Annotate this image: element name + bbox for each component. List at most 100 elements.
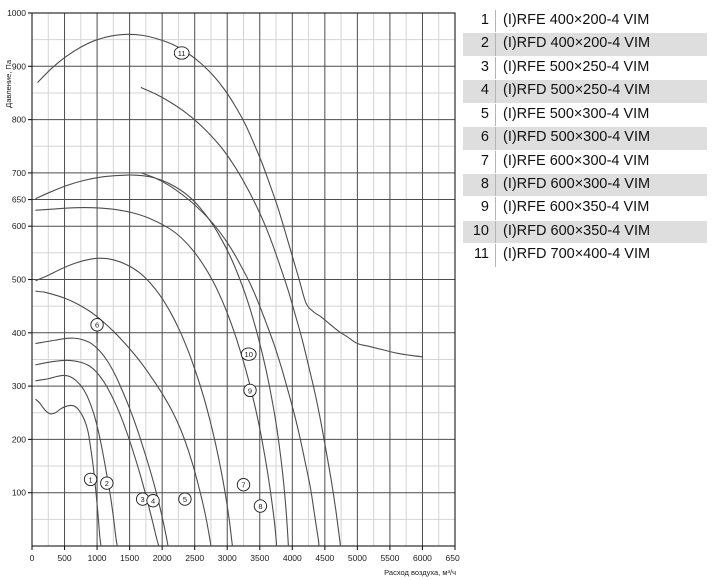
curve-7 — [35, 207, 278, 546]
legend-row: 4 (I)RFD 500×250-4 VIM — [463, 79, 707, 104]
axis-ticks — [28, 12, 456, 550]
x-tick-label: 0 — [30, 553, 35, 563]
curve-4 — [35, 337, 169, 546]
performance-curves-svg: 100 200 300 400 500 600 650 700 800 900 1000 0 500 10… — [4, 8, 460, 577]
curve-markers: 1 2 3 4 5 6 7 8 9 10 11 — [83, 46, 268, 513]
curve-marker-8: 8 — [253, 499, 268, 513]
y-tick-label: 700 — [12, 168, 26, 178]
curve-1 — [35, 398, 102, 546]
x-tick-label: 3000 — [218, 553, 237, 563]
marker-bubble — [100, 476, 114, 490]
marker-bubble — [236, 478, 251, 492]
legend-row: 3 (I)RFE 500×250-4 VIM — [463, 56, 707, 81]
x-tick-label: 2000 — [153, 553, 172, 563]
legend-row-number: 1 — [463, 10, 496, 34]
x-tick-label: 4000 — [283, 553, 302, 563]
curve-marker-1: 1 — [83, 472, 98, 487]
curve-11 — [37, 33, 424, 358]
legend-row: 9 (I)RFE 600×350-4 VIM — [463, 196, 707, 221]
marker-label: 11 — [178, 49, 186, 58]
y-tick-label: 650 — [12, 195, 26, 205]
curve-marker-9: 9 — [243, 383, 257, 398]
curve-8 — [35, 174, 289, 546]
legend-row-label: (I)RFD 700×400-4 VIM — [495, 243, 707, 268]
y-tick-label: 900 — [12, 61, 26, 71]
legend-row-label: (I)RFD 400×200-4 VIM — [495, 32, 707, 57]
marker-label: 9 — [248, 386, 252, 395]
legend-row-number: 11 — [463, 243, 496, 268]
x-tick-label: 6000 — [413, 553, 432, 563]
x-tick-label: 3500 — [250, 553, 269, 563]
legend-row-label: (I)RFE 500×300-4 VIM — [495, 103, 707, 128]
legend-row: 7 (I)RFE 600×300-4 VIM — [463, 150, 707, 174]
x-tick-label: 500 — [57, 553, 71, 563]
marker-label: 6 — [95, 321, 99, 330]
x-tick-label: 6500 — [446, 553, 460, 563]
y-tick-label: 500 — [12, 275, 26, 285]
y-tick-label: 100 — [12, 488, 26, 498]
legend-row: 6 (I)RFD 500×300-4 VIM — [463, 126, 707, 151]
marker-label: 3 — [141, 495, 145, 504]
curve-10 — [140, 87, 342, 546]
curve-6 — [35, 257, 233, 546]
legend-row-label: (I)RFE 600×350-4 VIM — [495, 196, 707, 221]
legend-row: 10 (I)RFD 600×350-4 VIM — [463, 220, 707, 245]
legend-row: 2 (I)RFD 400×200-4 VIM — [463, 32, 707, 57]
y-tick-label: 200 — [12, 434, 26, 444]
marker-bubble — [253, 499, 268, 513]
y-tick-label: 1000 — [7, 8, 26, 18]
x-tick-label: 4500 — [315, 553, 334, 563]
marker-bubble — [83, 472, 98, 487]
x-tick-label: 1000 — [88, 553, 107, 563]
legend-row-number: 3 — [463, 56, 496, 81]
legend-row-label: (I)RFD 500×250-4 VIM — [495, 79, 707, 104]
curve-marker-6: 6 — [90, 318, 104, 332]
x-tick-label: 2500 — [185, 553, 204, 563]
marker-bubble — [178, 492, 192, 506]
marker-bubble — [243, 383, 257, 398]
marker-bubble — [146, 494, 160, 508]
y-tick-label: 800 — [12, 115, 26, 125]
legend-row-label: (I)RFE 400×200-4 VIM — [495, 10, 707, 34]
marker-bubble — [173, 46, 190, 60]
y-tick-label: 300 — [12, 381, 26, 391]
curve-marker-7: 7 — [236, 478, 251, 492]
legend-row-number: 8 — [463, 173, 496, 198]
legend-row-label: (I)RFD 600×300-4 VIM — [495, 173, 707, 198]
x-axis-title: Расход воздуха, м³/ч — [384, 568, 456, 577]
legend-row-label: (I)RFE 600×300-4 VIM — [495, 150, 707, 174]
legend-table: 1 (I)RFE 400×200-4 VIM 2 (I)RFD 400×200-4 V… — [463, 10, 707, 268]
marker-label: 1 — [88, 475, 92, 484]
y-tick-label: 400 — [12, 328, 26, 338]
marker-label: 8 — [258, 502, 262, 511]
marker-bubble — [90, 318, 104, 332]
marker-label: 10 — [245, 350, 253, 359]
tick-labels: 100 200 300 400 500 600 650 700 800 900 1000 0 500 10… — [7, 8, 460, 563]
legend-row-number: 4 — [463, 79, 496, 104]
legend-row-label: (I)RFE 500×250-4 VIM — [495, 56, 707, 81]
marker-bubble — [240, 347, 257, 361]
y-tick-label: 600 — [12, 221, 26, 231]
legend-row: 5 (I)RFE 500×300-4 VIM — [463, 103, 707, 128]
curve-9 — [140, 172, 320, 546]
legend-row-number: 7 — [463, 150, 496, 174]
legend-row-number: 6 — [463, 126, 496, 151]
curves — [35, 33, 424, 546]
legend-row: 1 (I)RFE 400×200-4 VIM — [463, 10, 707, 34]
curve-marker-2: 2 — [100, 476, 114, 490]
chart-area: 100 200 300 400 500 600 650 700 800 900 1000 0 500 10… — [4, 8, 460, 577]
legend-row-label: (I)RFD 600×350-4 VIM — [495, 220, 707, 245]
legend-row: 8 (I)RFD 600×300-4 VIM — [463, 173, 707, 198]
curve-marker-10: 10 — [240, 347, 257, 361]
curve-marker-5: 5 — [178, 492, 192, 506]
marker-label: 4 — [151, 497, 155, 506]
legend-row-number: 5 — [463, 103, 496, 128]
curve-2 — [35, 374, 118, 546]
legend-row-number: 9 — [463, 196, 496, 221]
marker-label: 5 — [183, 495, 187, 504]
x-tick-label: 5000 — [348, 553, 367, 563]
legend-row-number: 2 — [463, 32, 496, 57]
curve-marker-11: 11 — [173, 46, 190, 60]
x-tick-label: 5500 — [380, 553, 399, 563]
